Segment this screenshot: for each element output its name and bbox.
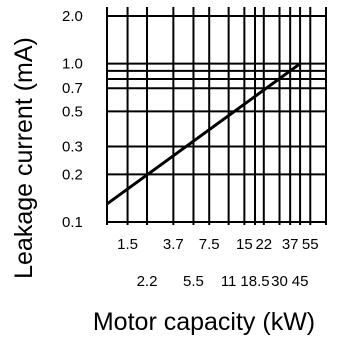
x-tick-label: 37 bbox=[282, 236, 299, 253]
y-axis-title: Leakage current (mA) bbox=[10, 37, 38, 279]
y-tick-label: 1.0 bbox=[62, 56, 83, 73]
x-tick-label: 45 bbox=[292, 273, 309, 290]
y-tick-label: 0.2 bbox=[62, 166, 83, 183]
x-tick-label: 2.2 bbox=[137, 273, 158, 290]
y-tick-labels: 2.0 1.0 0.7 0.5 0.3 0.2 0.1 bbox=[62, 8, 83, 231]
x-tick-labels: 1.5 3.7 7.5 15 22 37 55 2.2 5.5 11 18.5 30 45 bbox=[117, 236, 318, 290]
x-tick-label: 3.7 bbox=[163, 236, 184, 253]
series-layer bbox=[106, 62, 301, 206]
x-tick-label: 15 bbox=[236, 236, 253, 253]
x-tick-label: 22 bbox=[255, 236, 272, 253]
y-tick-label: 0.7 bbox=[62, 80, 83, 97]
y-tick-label: 2.0 bbox=[62, 8, 83, 25]
x-tick-label: 11 bbox=[221, 273, 237, 290]
y-tick-label: 0.3 bbox=[62, 138, 83, 155]
grid-layer bbox=[106, 7, 327, 225]
x-tick-label: 5.5 bbox=[183, 273, 204, 290]
x-tick-label: 7.5 bbox=[199, 236, 220, 253]
x-axis-title: Motor capacity (kW) bbox=[93, 308, 315, 336]
x-tick-label: 18.5 bbox=[240, 273, 269, 290]
x-tick-label: 55 bbox=[302, 236, 319, 253]
series-line bbox=[106, 62, 301, 206]
y-tick-label: 0.1 bbox=[62, 214, 83, 231]
x-tick-label: 1.5 bbox=[117, 236, 138, 253]
x-tick-label: 30 bbox=[271, 273, 288, 290]
y-tick-label: 0.5 bbox=[62, 103, 83, 120]
